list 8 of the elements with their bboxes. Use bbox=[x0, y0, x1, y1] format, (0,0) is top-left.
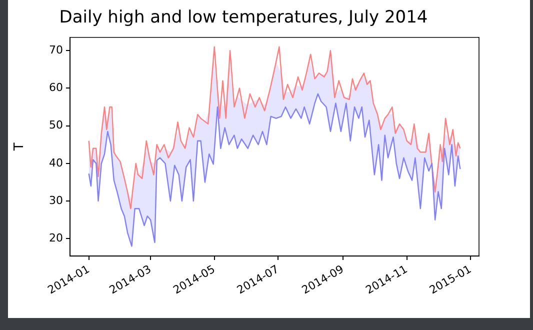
y-tick-label: 70 bbox=[49, 43, 63, 56]
chart-title: Daily high and low temperatures, July 2014 bbox=[59, 8, 428, 28]
y-tick-label: 60 bbox=[49, 81, 63, 94]
y-tick-label: 50 bbox=[49, 118, 63, 132]
y-axis-title: T bbox=[12, 142, 28, 152]
y-tick-label: 40 bbox=[49, 156, 63, 170]
y-tick-label: 30 bbox=[49, 194, 63, 207]
y-tick-label: 20 bbox=[49, 232, 63, 245]
